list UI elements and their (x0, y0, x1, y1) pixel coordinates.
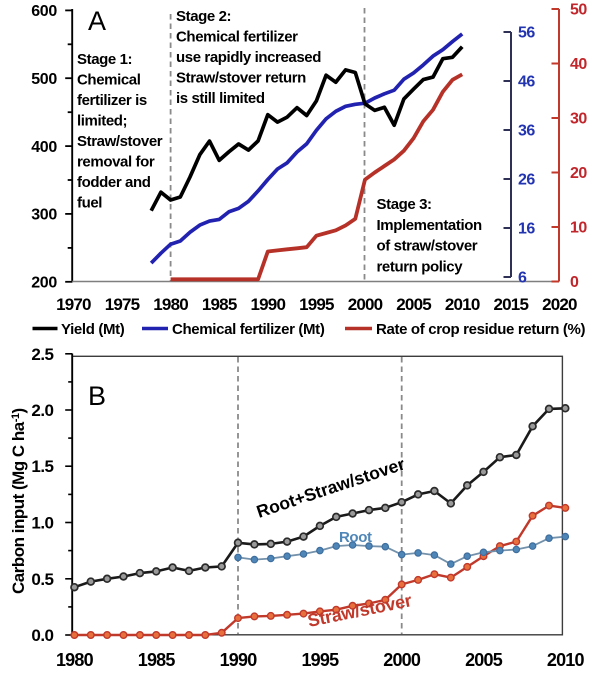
svg-text:return policy: return policy (377, 258, 464, 275)
svg-text:Stage 3:: Stage 3: (377, 196, 432, 213)
svg-text:fodder and: fodder and (77, 174, 151, 191)
svg-text:Carbon input (Mg C ha-1): Carbon input (Mg C ha-1) (9, 408, 28, 594)
svg-text:26: 26 (518, 172, 535, 189)
svg-text:1995: 1995 (299, 295, 334, 314)
svg-text:2005: 2005 (465, 650, 503, 670)
svg-text:2000: 2000 (348, 295, 383, 314)
svg-text:1970: 1970 (56, 295, 91, 314)
svg-text:fuel: fuel (77, 195, 102, 212)
svg-text:2.0: 2.0 (31, 401, 53, 420)
svg-text:36: 36 (518, 123, 535, 140)
svg-text:6: 6 (518, 270, 527, 287)
svg-text:40: 40 (570, 56, 587, 73)
svg-text:Straw/stover return: Straw/stover return (176, 70, 306, 87)
svg-text:2010: 2010 (547, 650, 585, 670)
svg-text:0: 0 (570, 274, 579, 291)
svg-text:Yield (Mt): Yield (Mt) (61, 321, 125, 338)
svg-text:of straw/stover: of straw/stover (377, 238, 478, 255)
svg-text:Straw/stover: Straw/stover (77, 133, 163, 150)
svg-text:0.0: 0.0 (31, 626, 53, 645)
svg-text:2010: 2010 (445, 295, 480, 314)
svg-text:600: 600 (31, 3, 57, 20)
svg-text:16: 16 (518, 221, 535, 238)
svg-text:use rapidly increased: use rapidly increased (176, 49, 321, 66)
svg-text:Stage 1:: Stage 1: (77, 51, 132, 68)
svg-text:200: 200 (31, 275, 57, 292)
svg-text:Chemical fertilizer (Mt): Chemical fertilizer (Mt) (172, 321, 325, 338)
svg-text:removal for: removal for (77, 154, 155, 171)
svg-text:20: 20 (570, 165, 587, 182)
svg-text:2015: 2015 (493, 295, 528, 314)
svg-text:500: 500 (31, 71, 57, 88)
svg-text:fertilizer is: fertilizer is (77, 92, 147, 109)
svg-text:56: 56 (518, 25, 535, 42)
svg-text:A: A (88, 6, 106, 36)
svg-text:0.5: 0.5 (31, 570, 53, 589)
svg-text:2000: 2000 (383, 650, 421, 670)
svg-text:Implementation: Implementation (377, 217, 482, 234)
svg-text:1.5: 1.5 (31, 457, 53, 476)
svg-text:1980: 1980 (56, 650, 94, 670)
svg-text:1990: 1990 (250, 295, 285, 314)
svg-text:300: 300 (31, 207, 57, 224)
svg-text:is still limited: is still limited (176, 90, 265, 107)
svg-text:Stage 2:: Stage 2: (176, 8, 231, 25)
svg-text:46: 46 (518, 74, 535, 91)
svg-text:Rate of crop residue return (%: Rate of crop residue return (%) (376, 321, 586, 338)
svg-text:10: 10 (570, 220, 587, 237)
svg-text:50: 50 (570, 2, 587, 19)
svg-text:30: 30 (570, 111, 587, 128)
svg-text:1975: 1975 (105, 295, 140, 314)
svg-text:400: 400 (31, 139, 57, 156)
svg-text:Chemical fertilizer: Chemical fertilizer (176, 29, 298, 46)
svg-text:Root: Root (339, 529, 372, 546)
svg-text:1985: 1985 (138, 650, 176, 670)
svg-text:1990: 1990 (220, 650, 258, 670)
svg-text:1980: 1980 (153, 295, 188, 314)
svg-text:Chemical: Chemical (77, 72, 141, 89)
svg-text:limited;: limited; (77, 113, 127, 130)
svg-text:2005: 2005 (396, 295, 431, 314)
svg-text:1995: 1995 (301, 650, 339, 670)
svg-text:2.5: 2.5 (31, 345, 53, 364)
svg-text:1.0: 1.0 (31, 514, 53, 533)
svg-text:1985: 1985 (202, 295, 237, 314)
svg-text:B: B (88, 381, 106, 411)
svg-text:2020: 2020 (542, 295, 577, 314)
